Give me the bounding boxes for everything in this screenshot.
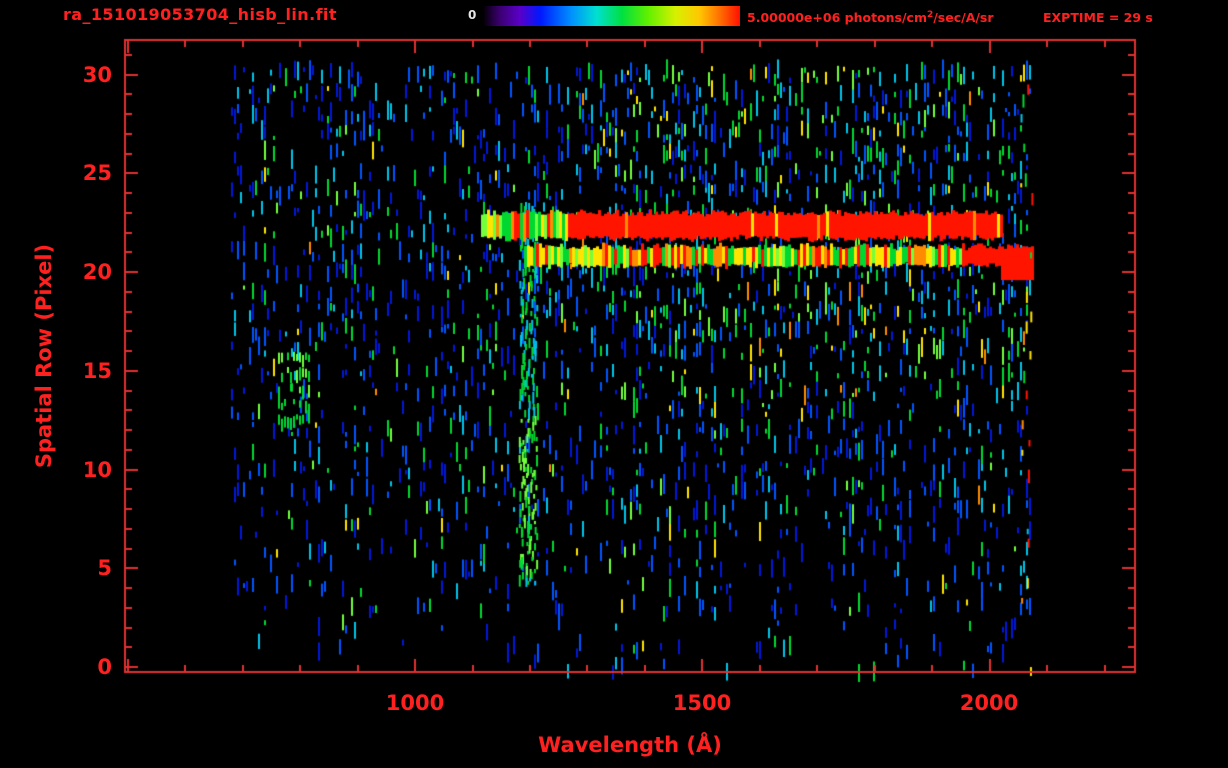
y-tick-label-0: 0: [97, 655, 112, 679]
y-tick-label-20: 20: [82, 260, 112, 284]
x-tick-label-1000: 1000: [385, 691, 445, 715]
colorbar-max-label: 5.00000e+06 photons/cm2/sec/A/sr: [747, 10, 994, 25]
y-tick-label-15: 15: [82, 359, 112, 383]
colorbar-max-superscript: 2: [926, 10, 934, 20]
exptime-label: EXPTIME = 29 s: [1043, 10, 1153, 25]
x-axis-title: Wavelength (Å): [538, 733, 722, 757]
file-title: ra_151019053704_hisb_lin.fit: [63, 5, 337, 24]
colorbar-max-suffix: /sec/A/sr: [933, 10, 994, 26]
x-tick-label-2000: 2000: [959, 691, 1019, 715]
y-tick-label-30: 30: [82, 63, 112, 87]
y-tick-label-10: 10: [82, 458, 112, 482]
colorbar-max-prefix: 5.00000e+06 photons/cm: [747, 10, 927, 26]
colorbar-min-label: 0: [468, 8, 477, 22]
x-tick-label-1500: 1500: [672, 691, 732, 715]
colorbar-gradient: [484, 6, 740, 26]
y-tick-label-25: 25: [82, 161, 112, 185]
y-axis-title: Spatial Row (Pixel): [32, 243, 56, 469]
y-tick-label-5: 5: [97, 556, 112, 580]
